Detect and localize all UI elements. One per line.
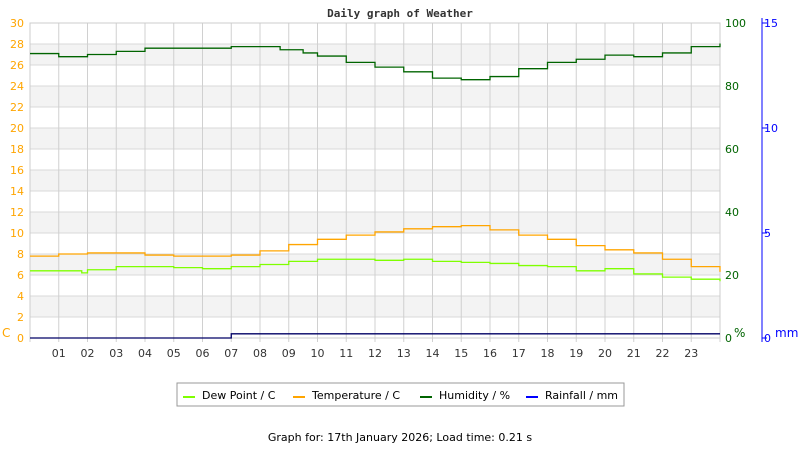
x-tick-label: 16 [483,347,497,360]
left-tick-label: 12 [10,206,24,219]
x-tick-label: 11 [339,347,353,360]
humidity-tick-label: 0 [725,332,732,345]
x-tick-label: 17 [512,347,526,360]
rain-tick-label: 10 [764,122,778,135]
left-tick-label: 4 [17,290,24,303]
series-line-dew [30,258,721,282]
left-tick-label: 28 [10,38,24,51]
x-tick-label: 14 [426,347,440,360]
x-tick-label: 21 [627,347,641,360]
left-tick-label: 18 [10,143,24,156]
left-tick-label: 8 [17,248,24,261]
left-tick-label: 2 [17,311,24,324]
left-tick-label: 24 [10,80,24,93]
left-tick-label: 20 [10,122,24,135]
left-tick-label: 6 [17,269,24,282]
plot-border [29,22,721,339]
x-tick-label: 06 [196,347,210,360]
series-line-temperature [30,225,721,272]
x-tick-label: 04 [138,347,152,360]
x-tick-label: 23 [684,347,698,360]
x-tick-label: 03 [109,347,123,360]
x-tick-label: 19 [569,347,583,360]
humidity-tick-label: 20 [725,269,739,282]
x-tick-label: 05 [167,347,181,360]
rain-tick-label: 0 [764,332,771,345]
legend-label: Temperature / C [311,389,400,402]
humidity-tick-label: 60 [725,143,739,156]
rain-tick-label: 5 [764,227,771,240]
chart-title: Daily graph of Weather [327,7,473,20]
left-tick-label: 10 [10,227,24,240]
left-tick-label: 16 [10,164,24,177]
left-tick-label: 14 [10,185,24,198]
series-line-rainfall [30,333,720,339]
x-tick-label: 10 [311,347,325,360]
legend-box [176,382,625,407]
x-tick-label: 02 [81,347,95,360]
x-tick-label: 09 [282,347,296,360]
legend-label: Rainfall / mm [545,389,618,402]
legend-label: Dew Point / C [202,389,276,402]
left-tick-label: 26 [10,59,24,72]
footer-text: Graph for: 17th January 2026; Load time:… [267,431,533,444]
series-line-humidity [30,43,721,81]
x-tick-label: 15 [454,347,468,360]
legend-label: Humidity / % [439,389,510,402]
x-tick-label: 08 [253,347,267,360]
x-tick-label: 20 [598,347,612,360]
humidity-tick-label: 40 [725,206,739,219]
left-tick-label: 0 [17,332,24,345]
left-tick-label: 30 [10,17,24,30]
humidity-axis-unit: % [734,326,745,340]
left-axis-unit: C [2,326,10,340]
rain-tick-label: 15 [764,17,778,30]
humidity-tick-label: 80 [725,80,739,93]
humidity-tick-label: 100 [725,17,746,30]
x-tick-label: 22 [656,347,670,360]
x-tick-label: 01 [52,347,66,360]
x-tick-label: 13 [397,347,411,360]
rain-axis-unit: mm [775,326,798,340]
x-tick-label: 07 [224,347,238,360]
x-tick-label: 18 [541,347,555,360]
left-tick-label: 22 [10,101,24,114]
x-tick-label: 12 [368,347,382,360]
